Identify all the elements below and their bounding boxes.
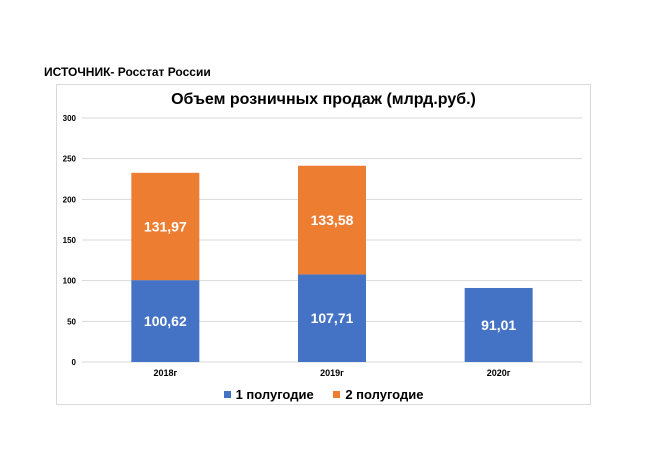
data-label: 107,71 (311, 310, 354, 326)
legend-item-h1: 1 полугодие (223, 387, 314, 402)
legend-label-h2: 2 полугодие (345, 387, 424, 402)
legend-swatch-h1 (223, 391, 231, 398)
y-tick-label: 300 (63, 114, 77, 123)
bar-2 (131, 172, 200, 281)
legend-item-h2: 2 полугодие (333, 387, 423, 402)
y-tick-label: 50 (67, 317, 76, 326)
bar-1 (464, 287, 533, 362)
bar-2 (298, 165, 366, 275)
legend-label-h1: 1 полугодие (235, 387, 314, 402)
chart-frame: Объем розничных продаж (млрд.руб.) 0 50 10… (56, 84, 591, 405)
chart-title: Объем розничных продаж (млрд.руб.) (171, 91, 476, 108)
y-tick-label: 200 (63, 195, 77, 204)
legend-swatch-h2 (333, 391, 341, 398)
x-tick-label: 2020г (487, 368, 511, 378)
y-tick-label: 100 (63, 277, 77, 286)
data-label: 91,01 (481, 317, 516, 333)
chart-plot: 0 50 100 150 200 250 300 100,62 131,97 2018г 107,7… (63, 114, 582, 378)
x-tick-label: 2019г (320, 368, 344, 378)
bar-1 (298, 274, 366, 362)
y-tick-label: 250 (63, 155, 77, 164)
legend: 1 полугодие 2 полугодие (57, 387, 590, 402)
y-tick-label: 150 (63, 236, 77, 245)
bar-1 (131, 280, 200, 362)
x-tick-label: 2018г (153, 368, 177, 378)
y-tick-label: 0 (72, 358, 77, 367)
data-label: 133,58 (311, 212, 354, 228)
data-label: 131,97 (144, 218, 187, 234)
source-note: ИСТОЧНИК- Росстат России (44, 65, 211, 79)
data-label: 100,62 (144, 313, 187, 329)
